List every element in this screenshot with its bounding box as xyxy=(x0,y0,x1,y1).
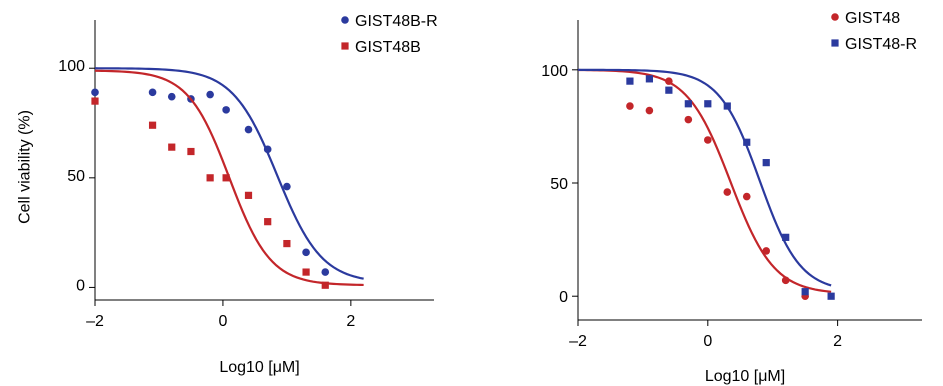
data-point-gist48b xyxy=(91,97,99,105)
data-point-gist48b xyxy=(206,174,214,182)
data-point-gist48b-r xyxy=(283,182,291,191)
x-tick-label: –2 xyxy=(86,313,104,330)
fit-curve-gist48b-r xyxy=(94,67,364,280)
data-point-gist48b-r xyxy=(206,90,214,99)
y-axis-label: Cell viability (%) xyxy=(17,110,34,224)
data-point-gist48 xyxy=(762,247,771,255)
data-point-gist48-r xyxy=(801,288,809,296)
data-point-gist48 xyxy=(742,192,751,201)
legend-marker-gist48 xyxy=(831,13,839,21)
data-point-gist48b-r xyxy=(263,145,272,154)
data-point-gist48b xyxy=(244,191,253,199)
data-point-gist48-r xyxy=(684,100,692,108)
y-tick-label: 50 xyxy=(550,176,568,193)
data-point-gist48-r xyxy=(704,100,712,108)
legend-label-gist48b-r: GIST48B-R xyxy=(355,13,438,30)
data-point-gist48b xyxy=(168,143,176,151)
legend-marker-gist48b-r xyxy=(341,16,349,24)
data-point-gist48-r xyxy=(723,102,731,110)
x-axis-label: Log10 [μM] xyxy=(705,368,785,385)
data-point-gist48b-r xyxy=(167,92,176,101)
y-tick-label: 0 xyxy=(76,277,85,294)
data-point-gist48b xyxy=(222,174,230,182)
data-point-gist48b xyxy=(187,147,195,156)
left-chart-panel: 0 50 100 –2 0 2 Log10 [μM] Cell viability (%) GI… xyxy=(17,13,438,376)
data-point-gist48b-r xyxy=(244,125,253,134)
data-point-gist48b xyxy=(148,121,157,129)
legend-marker-gist48-r xyxy=(831,39,839,47)
data-point-gist48b-r xyxy=(302,248,310,257)
data-point-gist48 xyxy=(723,188,732,196)
y-tick-label: 50 xyxy=(67,168,85,185)
x-tick-label: 2 xyxy=(346,313,355,330)
data-point-gist48b xyxy=(321,281,329,289)
data-point-gist48 xyxy=(645,106,654,115)
x-tick-label: 0 xyxy=(703,333,712,350)
fit-curve-gist48-r xyxy=(577,68,832,287)
right-chart-panel: 0 50 100 –2 0 2 Log10 [μM] GIST48 GIST48-R xyxy=(541,10,922,385)
data-point-gist48-r xyxy=(645,75,653,83)
data-point-gist48b xyxy=(283,239,291,248)
data-point-gist48-r xyxy=(827,292,835,300)
data-point-gist48b-r xyxy=(148,88,157,97)
data-point-gist48-r xyxy=(743,138,751,146)
data-point-gist48-r xyxy=(626,77,634,85)
x-axis-label: Log10 [μM] xyxy=(219,359,299,376)
data-point-gist48b-r xyxy=(222,106,230,114)
legend-marker-gist48b xyxy=(341,42,349,50)
data-point-gist48-r xyxy=(782,233,790,241)
data-point-gist48 xyxy=(704,136,712,144)
data-point-gist48 xyxy=(781,276,790,285)
data-point-gist48b xyxy=(264,218,272,226)
data-point-gist48-r xyxy=(665,86,673,94)
y-tick-label: 0 xyxy=(559,289,568,306)
data-point-gist48-r xyxy=(762,159,770,167)
data-point-gist48 xyxy=(684,115,693,124)
data-point-gist48 xyxy=(665,77,673,85)
legend-label-gist48: GIST48 xyxy=(845,10,900,27)
data-point-gist48 xyxy=(626,102,634,110)
x-tick-label: 2 xyxy=(833,333,842,350)
x-tick-label: 0 xyxy=(218,313,227,330)
data-point-gist48b-r xyxy=(91,88,99,97)
legend-label-gist48b: GIST48B xyxy=(355,39,421,56)
y-tick-label: 100 xyxy=(58,58,85,75)
data-point-gist48b xyxy=(302,268,310,276)
x-tick-label: –2 xyxy=(569,333,587,350)
y-tick-label: 100 xyxy=(541,63,568,80)
legend-label-gist48-r: GIST48-R xyxy=(845,36,917,53)
data-point-gist48b-r xyxy=(321,268,330,276)
